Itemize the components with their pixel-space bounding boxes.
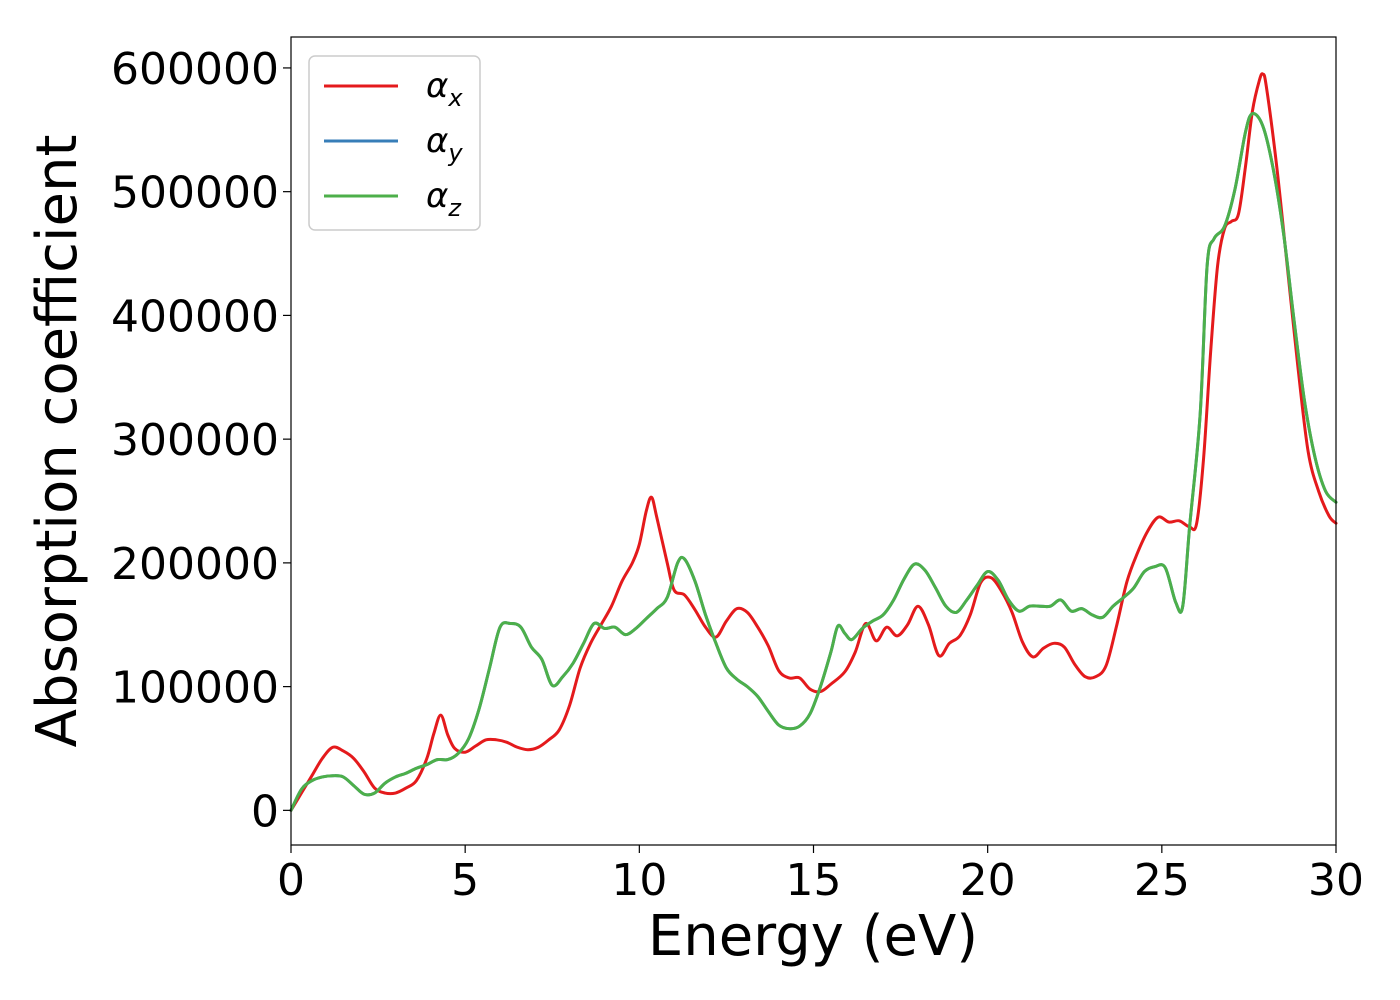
y-tick-label: 600000 (111, 44, 279, 95)
x-tick-label: 5 (451, 855, 479, 906)
y-tick-label: 200000 (111, 539, 279, 590)
x-tick-label: 30 (1308, 855, 1364, 906)
legend-label-alpha-y: αy (426, 121, 463, 167)
y-axis: 0 100000 200000 300000 400000 500000 600000 (111, 44, 291, 837)
y-axis-title: Absorption coefficient (25, 135, 90, 748)
x-tick-label: 0 (277, 855, 305, 906)
legend-label-alpha-z: αz (426, 176, 462, 222)
y-tick-label: 400000 (111, 291, 279, 342)
series-line-alpha-x (289, 72, 1338, 812)
x-tick-label: 10 (611, 855, 667, 906)
y-tick-label: 100000 (111, 663, 279, 714)
x-tick-label: 25 (1134, 855, 1190, 906)
x-tick-label: 15 (786, 855, 842, 906)
series-line-alpha-z (289, 112, 1338, 812)
y-tick-label: 300000 (111, 415, 279, 466)
x-axis: 0 5 10 15 20 25 30 (277, 845, 1364, 906)
x-tick-label: 20 (960, 855, 1016, 906)
legend-label-alpha-x: αx (426, 66, 463, 112)
y-tick-label: 0 (251, 786, 279, 837)
y-tick-label: 500000 (111, 168, 279, 219)
x-axis-title: Energy (eV) (648, 904, 978, 969)
legend-box (308, 55, 481, 231)
series-layer (289, 72, 1338, 812)
legend: αx αy αz (308, 55, 481, 231)
